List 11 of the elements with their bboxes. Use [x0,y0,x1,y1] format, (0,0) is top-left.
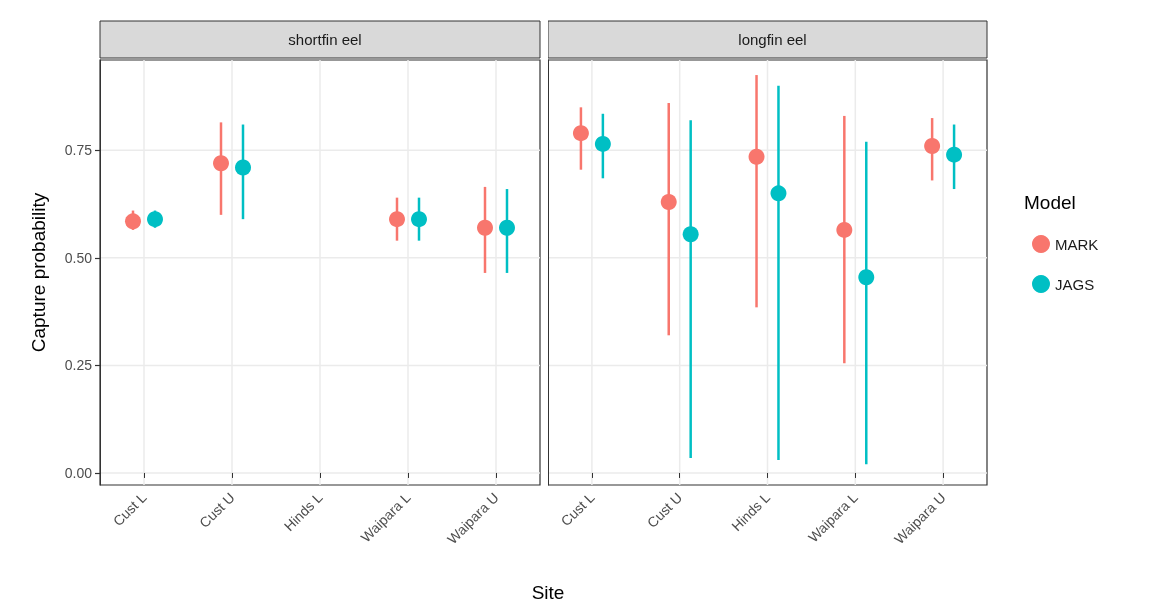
y-tick-label: 0.00 [64,464,93,481]
legend-title: Model [1024,192,1076,213]
x-axis-title: Site [530,582,566,604]
chart-title: longfin eel [738,31,807,48]
y-axis-title: Capture probability [28,192,49,353]
legend-label: MARK [1055,235,1099,253]
y-tick-label: 0.75 [64,142,93,159]
y-tick-label: 0.25 [64,357,93,374]
legend-label: JAGS [1055,275,1095,293]
y-tick-label: 0.50 [64,249,93,266]
chart-title: shortfin eel [288,31,362,48]
